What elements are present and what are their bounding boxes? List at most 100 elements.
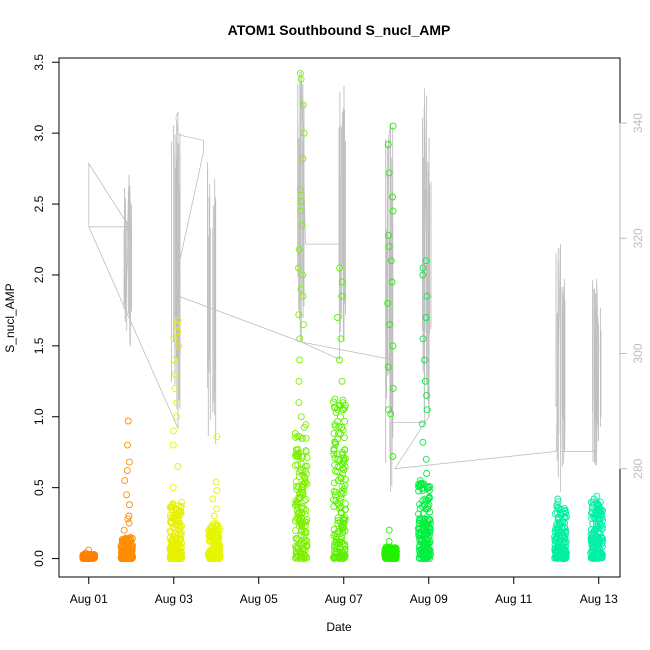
data-point xyxy=(300,528,308,536)
data-point xyxy=(418,420,426,428)
data-point xyxy=(296,356,304,364)
y-tick-label: 0.5 xyxy=(32,479,46,496)
data-point xyxy=(389,342,397,350)
data-point xyxy=(336,356,343,364)
data-point xyxy=(124,441,131,449)
data-point xyxy=(174,521,182,529)
data-point xyxy=(389,207,397,215)
x-tick-label: Aug 03 xyxy=(155,592,193,606)
spike-band xyxy=(422,95,432,418)
data-point xyxy=(82,552,90,560)
data-point xyxy=(419,480,427,487)
data-point xyxy=(385,243,393,251)
data-point xyxy=(302,553,310,561)
data-point xyxy=(598,543,606,551)
data-point xyxy=(341,527,349,535)
data-point xyxy=(171,534,179,541)
data-point xyxy=(389,555,396,562)
data-point xyxy=(295,472,303,480)
data-point xyxy=(206,549,214,557)
data-point xyxy=(172,370,179,378)
data-point xyxy=(423,540,430,548)
data-point xyxy=(175,512,183,520)
point-cluster xyxy=(291,70,311,562)
data-point xyxy=(299,292,307,300)
data-point xyxy=(296,186,304,194)
data-point xyxy=(588,546,596,554)
data-point xyxy=(294,510,302,518)
data-point xyxy=(595,508,602,516)
data-point xyxy=(385,406,393,414)
data-point xyxy=(206,537,213,545)
data-point xyxy=(178,539,186,547)
data-point xyxy=(292,433,300,441)
data-point xyxy=(340,519,348,527)
data-point xyxy=(126,546,134,554)
data-point xyxy=(302,447,310,455)
data-point xyxy=(303,462,311,470)
data-point xyxy=(339,529,347,537)
data-point xyxy=(171,541,179,549)
data-point xyxy=(416,514,424,522)
data-point xyxy=(212,478,220,486)
x-tick-label: Aug 07 xyxy=(325,592,363,606)
data-point xyxy=(415,487,423,495)
data-point xyxy=(171,384,179,392)
data-point xyxy=(552,553,560,561)
data-point xyxy=(178,522,186,530)
data-point xyxy=(87,555,95,563)
data-point xyxy=(330,487,338,495)
data-point xyxy=(291,430,299,437)
data-point xyxy=(554,498,562,506)
y2-tick-label: 340 xyxy=(631,113,645,133)
data-point xyxy=(213,433,221,441)
data-point xyxy=(331,491,339,499)
data-point xyxy=(293,515,300,523)
data-point xyxy=(386,321,394,329)
data-point xyxy=(594,523,602,530)
data-point xyxy=(121,477,129,485)
data-point xyxy=(384,141,392,148)
data-point xyxy=(205,527,212,535)
data-point xyxy=(294,545,302,553)
data-point xyxy=(117,553,125,561)
data-point xyxy=(587,554,595,562)
data-point xyxy=(554,540,562,548)
data-point xyxy=(389,384,397,392)
data-point xyxy=(171,552,179,560)
data-point xyxy=(330,526,338,533)
chart-title: ATOM1 Southbound S_nucl_AMP xyxy=(228,22,451,38)
y-axis-label: S_nucl_AMP xyxy=(3,283,17,352)
x-axis-label: Date xyxy=(326,620,352,634)
points-layer xyxy=(79,70,607,563)
data-point xyxy=(598,537,606,545)
data-point xyxy=(415,510,422,518)
data-point xyxy=(425,487,433,494)
data-point xyxy=(207,523,214,531)
point-cluster xyxy=(381,122,400,563)
data-point xyxy=(422,314,430,321)
y-tick-label: 2.0 xyxy=(32,266,46,283)
data-point xyxy=(591,515,599,523)
data-point xyxy=(592,536,600,544)
data-point xyxy=(299,483,307,491)
data-point xyxy=(594,552,602,560)
data-point xyxy=(298,486,306,494)
data-point xyxy=(331,454,339,462)
data-point xyxy=(296,335,304,343)
data-point xyxy=(340,466,348,473)
data-point xyxy=(207,533,214,541)
data-point xyxy=(335,423,343,431)
data-point xyxy=(124,417,132,425)
data-point xyxy=(120,526,128,534)
data-point xyxy=(332,535,340,543)
data-point xyxy=(302,529,310,537)
data-point xyxy=(297,197,305,205)
data-point xyxy=(421,516,429,524)
data-point xyxy=(341,401,349,409)
data-point xyxy=(331,420,339,428)
data-point xyxy=(418,535,426,543)
data-point xyxy=(301,518,309,525)
data-point xyxy=(173,399,181,407)
y-tick-label: 0.0 xyxy=(32,550,46,567)
